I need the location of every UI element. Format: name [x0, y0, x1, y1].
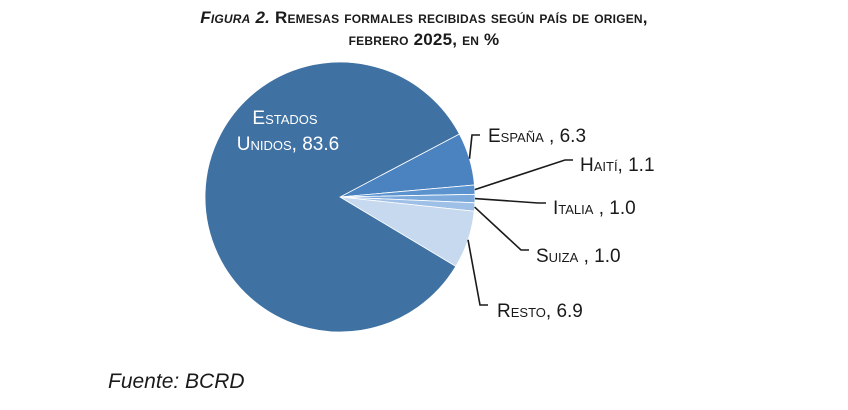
data-label-italia: Italia , 1.0 [553, 198, 636, 219]
leader-line-suiza [474, 206, 529, 251]
chart-title-line-2: febrero 2025, en % [348, 30, 500, 49]
leader-line-espa-a [468, 134, 480, 159]
data-label-resto: Resto, 6.9 [497, 301, 583, 322]
leader-line-resto [467, 239, 488, 306]
chart-title-line-1: Figura 2. Remesas formales recibidas seg… [0, 8, 848, 28]
data-label-suiza: Suiza , 1.0 [536, 246, 621, 267]
data-label-espa-a: España , 6.3 [488, 126, 586, 147]
data-label-estados-unidos-name: Estados [252, 108, 317, 129]
title-text-1: Remesas formales recibidas según país de… [274, 8, 648, 27]
leader-line-italia [474, 197, 546, 204]
pie-slice-estados-unidos [204, 61, 460, 333]
figure-number: Figura 2. [200, 8, 271, 27]
leader-line-hait- [474, 159, 573, 191]
pie-chart: España , 6.3 Haití, 1.1 Italia , 1.0 Suiza … [204, 61, 655, 333]
data-label-hait-: Haití, 1.1 [580, 155, 655, 176]
source-note: Fuente: BCRD [108, 370, 245, 393]
data-label-estados-unidos-value: Unidos, 83.6 [237, 134, 339, 155]
